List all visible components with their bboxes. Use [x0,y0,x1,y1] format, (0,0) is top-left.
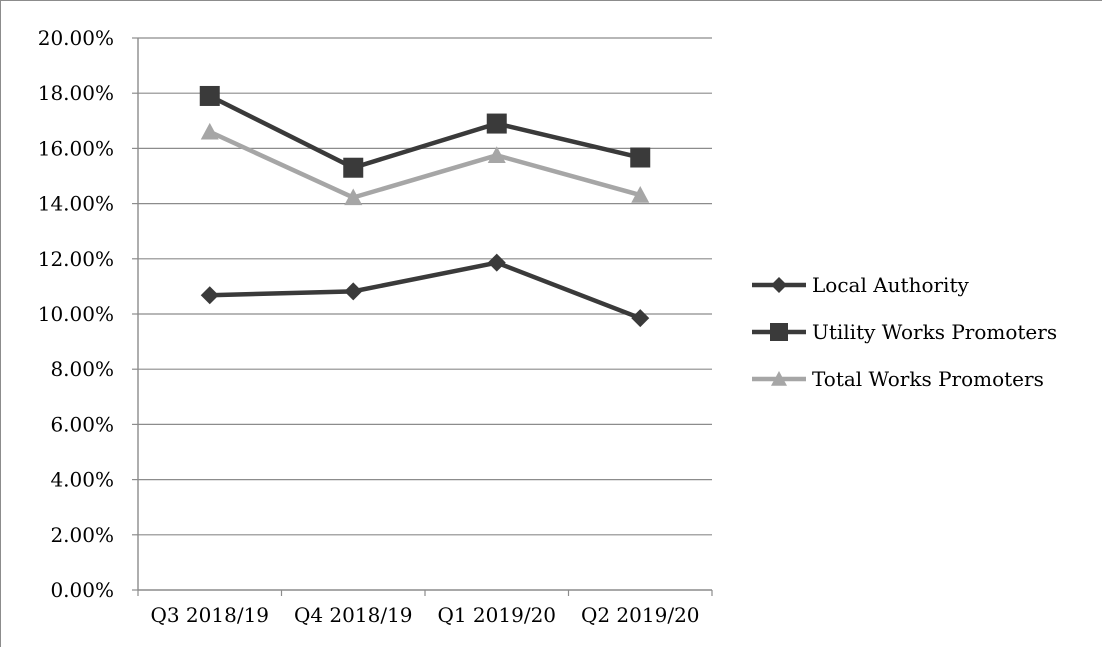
x-tick-label: Q4 2018/19 [294,603,413,627]
series-local-authority [200,253,650,328]
data-point-triangle [487,146,506,163]
legend-label: Utility Works Promoters [812,320,1057,344]
data-point-triangle [200,122,219,140]
x-tick-label: Q3 2018/19 [150,603,269,627]
x-axis-tick-labels: Q3 2018/19 Q4 2018/19 Q1 2019/20 Q2 2019/20 [150,603,699,627]
data-point-square [630,147,651,168]
y-tick-label: 4.00% [50,468,114,492]
legend: Local Authority Utility Works Promoters To… [752,273,1057,391]
series-utility-works-promoters [199,85,651,178]
data-point-diamond [487,253,506,272]
data-point-square [343,157,364,178]
data-point-square [770,323,788,341]
legend-item: Total Works Promoters [752,367,1044,391]
y-tick-label: 10.00% [38,302,114,326]
series-line [209,260,642,321]
y-tick-label: 6.00% [50,412,114,436]
y-tick-label: 14.00% [38,192,114,216]
data-point-triangle [771,371,787,386]
data-point-diamond [344,282,363,301]
x-tick-label: Q1 2019/20 [437,603,556,627]
y-tick-label: 16.00% [38,136,114,160]
series-group [199,85,651,328]
data-point-diamond [200,286,219,305]
y-axis-tick-labels: 0.00% 2.00% 4.00% 6.00% 8.00% 10.00% 12.00% 14.… [38,26,114,602]
gridlines [138,37,712,536]
series-line [208,93,641,170]
legend-item: Local Authority [752,273,969,297]
data-point-triangle [631,186,650,203]
y-tick-label: 12.00% [38,247,114,271]
legend-label: Local Authority [812,273,969,297]
y-tick-label: 0.00% [50,578,114,602]
series-line [208,129,641,200]
axes [132,37,713,596]
y-tick-label: 18.00% [38,81,114,105]
data-point-diamond [771,277,787,293]
data-point-square [486,113,507,134]
data-point-square [199,85,220,106]
legend-item: Utility Works Promoters [752,320,1057,344]
y-tick-label: 20.00% [38,26,114,50]
y-tick-label: 8.00% [50,357,114,381]
x-tick-label: Q2 2019/20 [581,603,700,627]
y-tick-label: 2.00% [50,523,114,547]
legend-label: Total Works Promoters [812,367,1044,391]
data-point-triangle [344,188,363,206]
series-total-works-promoters [200,122,650,206]
data-point-diamond [631,309,650,328]
